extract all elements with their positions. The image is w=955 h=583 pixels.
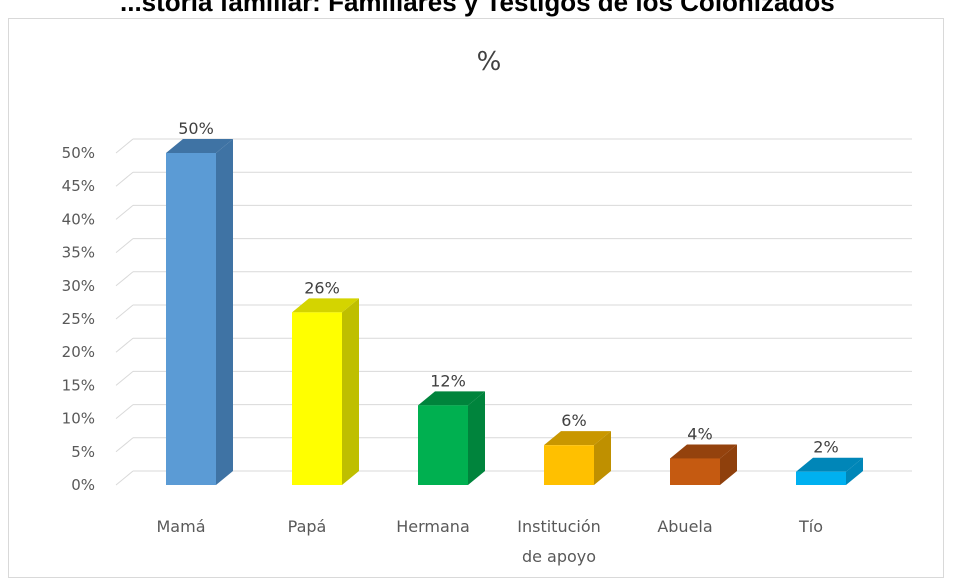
gridline-depth <box>115 271 134 287</box>
bar-side <box>216 139 233 485</box>
bar <box>670 458 720 485</box>
y-tick-label: 15% <box>62 376 95 394</box>
chart-frame <box>8 18 944 578</box>
x-tick-label: Institución <box>517 517 601 536</box>
y-tick-label: 20% <box>62 343 95 361</box>
data-label: 2% <box>813 438 838 457</box>
y-tick-label: 50% <box>62 144 95 162</box>
gridline-depth <box>115 205 134 220</box>
gridline-depth <box>115 470 134 486</box>
bar-top <box>418 391 485 406</box>
bar <box>292 312 342 485</box>
bar <box>544 445 594 485</box>
bar-top <box>166 139 233 153</box>
y-tick-label: 45% <box>62 177 95 195</box>
gridline-depth <box>115 171 134 187</box>
bar <box>418 405 468 485</box>
y-tick-label: 10% <box>62 410 95 428</box>
x-tick-label: de apoyo <box>522 547 596 566</box>
y-tick-label: 35% <box>62 244 95 262</box>
gridline-depth <box>115 337 134 353</box>
bar-top <box>544 431 611 446</box>
x-tick-label: Hermana <box>396 517 470 536</box>
y-tick-label: 5% <box>71 443 95 461</box>
x-tick-label: Abuela <box>657 517 712 536</box>
gridline-depth <box>115 238 134 253</box>
gridline-depth <box>115 404 134 419</box>
x-tick-label: Papá <box>288 517 327 536</box>
data-label: 4% <box>687 424 712 443</box>
x-tick-label: Mamá <box>157 517 206 536</box>
chart-title: % <box>477 47 502 77</box>
bar <box>796 471 846 485</box>
y-tick-label: 25% <box>62 310 95 328</box>
clipped-header-text-strip: ...storia familiar: Familiares y Testigo… <box>0 0 955 18</box>
bar <box>166 153 216 485</box>
data-label: 6% <box>561 411 586 430</box>
data-label: 26% <box>304 278 340 297</box>
x-tick-label: Tío <box>798 517 823 536</box>
bar-side <box>720 444 737 485</box>
data-label: 12% <box>430 371 466 390</box>
bar-top <box>796 457 863 472</box>
data-label: 50% <box>178 119 214 138</box>
bar-side <box>342 298 359 485</box>
gridline-depth <box>115 371 134 386</box>
bar-side <box>594 431 611 485</box>
y-tick-label: 30% <box>62 277 95 295</box>
clipped-header-text: ...storia familiar: Familiares y Testigo… <box>120 0 835 17</box>
bar-top <box>670 444 737 459</box>
bar-side <box>846 457 863 485</box>
bar-side <box>468 391 485 485</box>
gridline-depth <box>115 304 134 320</box>
bar-top <box>292 298 359 313</box>
gridline-depth <box>115 437 134 453</box>
y-tick-label: 0% <box>71 476 95 494</box>
y-tick-label: 40% <box>62 210 95 228</box>
gridline-depth <box>115 138 134 154</box>
